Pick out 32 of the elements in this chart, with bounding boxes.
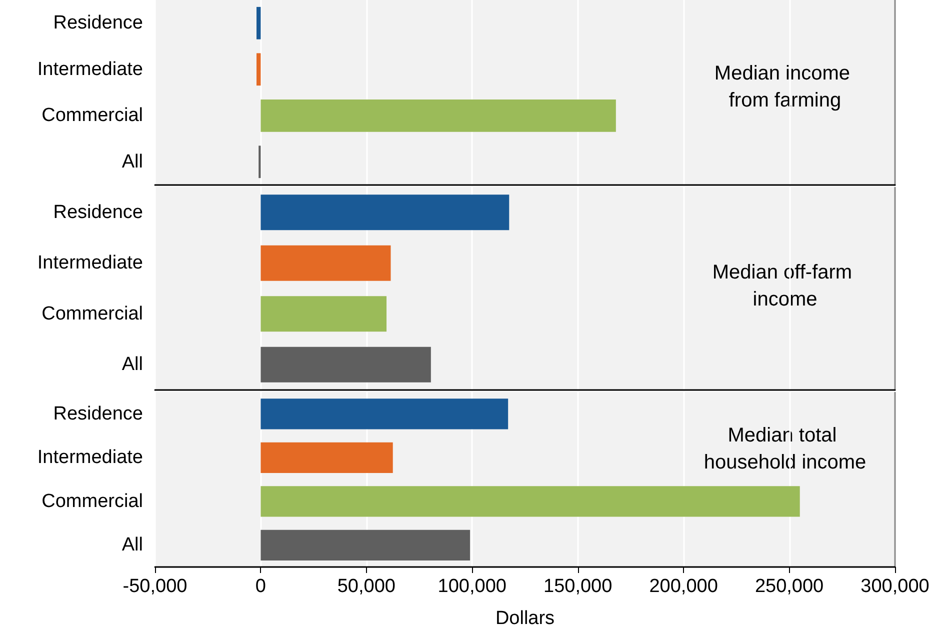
y-tick-label: Residence — [53, 403, 143, 424]
y-tick-label: Commercial — [42, 105, 143, 126]
annotation: Median off-farm income — [712, 262, 858, 310]
x-tick-label: 100,000 — [438, 576, 506, 597]
y-tick-label: Residence — [53, 202, 143, 223]
x-axis-title: Dollars — [495, 608, 555, 629]
x-tick-label: 250,000 — [754, 576, 824, 597]
y-tick-label: All — [122, 151, 143, 172]
x-tick-label: 50,000 — [337, 576, 396, 597]
y-tick-label: Commercial — [42, 303, 143, 324]
bar — [260, 296, 387, 332]
bar — [260, 486, 800, 517]
bar — [260, 398, 508, 430]
bar — [260, 346, 431, 382]
y-tick-label: Intermediate — [37, 252, 143, 274]
annotation: Median total household income — [704, 424, 866, 474]
y-tick-label: Residence — [53, 12, 143, 34]
bar — [260, 194, 510, 230]
x-tick-label: 150,000 — [544, 576, 612, 597]
bar — [260, 245, 391, 281]
y-tick-label: Intermediate — [37, 58, 143, 80]
x-tick-label: 0 — [255, 576, 266, 597]
y-tick-label: Intermediate — [37, 447, 143, 468]
bar — [260, 442, 393, 473]
bar — [260, 530, 470, 560]
y-tick-label: All — [122, 534, 143, 556]
x-tick-label: -50,000 — [122, 576, 188, 597]
y-tick-label: All — [122, 354, 143, 376]
x-tick-label: 300,000 — [860, 576, 930, 597]
annotation: Median income from farming — [714, 62, 856, 112]
y-tick-label: Commercial — [42, 490, 143, 512]
x-tick-label: 200,000 — [649, 576, 718, 597]
